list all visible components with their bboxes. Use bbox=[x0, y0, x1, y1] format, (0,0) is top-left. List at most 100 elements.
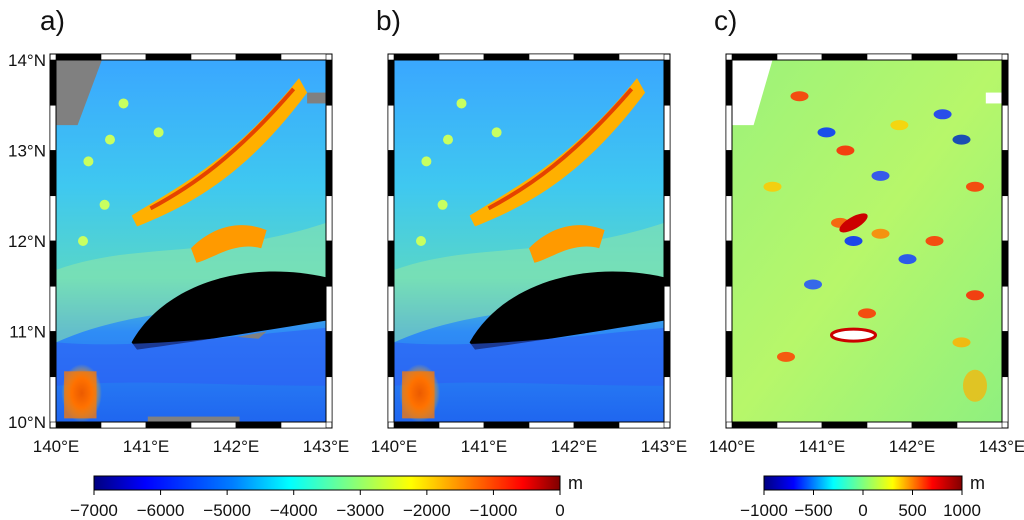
y-tick-label: 13°N bbox=[8, 142, 46, 161]
x-tick-label: 140°E bbox=[33, 437, 80, 456]
colorbar-tick-label: 0 bbox=[555, 501, 564, 520]
anomaly bbox=[871, 228, 890, 239]
anomaly bbox=[830, 327, 877, 343]
seamount bbox=[416, 236, 426, 246]
anomaly bbox=[952, 134, 971, 145]
colorbar-tick-label: −3000 bbox=[336, 501, 384, 520]
colorbar-tick-label: 500 bbox=[898, 501, 926, 520]
anomaly bbox=[817, 127, 836, 138]
anomaly bbox=[933, 109, 952, 120]
anomaly bbox=[858, 308, 876, 319]
panel-label: c) bbox=[714, 5, 737, 36]
colorbar-tick-label: −2000 bbox=[403, 501, 451, 520]
colorbar-depth: m −7000 −6000 −5000 −4000 −3000 −2000 −1000 0 bbox=[70, 473, 583, 520]
anomaly bbox=[952, 337, 971, 348]
map-panel-a: a) 140°E 141°E 142°E 143°E 10°N 11°N 12°N 13°N 14… bbox=[8, 5, 349, 456]
map-frame bbox=[49, 53, 333, 429]
seamount bbox=[456, 98, 467, 109]
anomaly bbox=[925, 236, 944, 246]
seamount bbox=[491, 127, 502, 138]
map-panel-c: c) 140°E 141°E 142°E 143°E bbox=[709, 5, 1024, 456]
seamount-chain bbox=[191, 225, 267, 263]
no-data-patch bbox=[985, 92, 1002, 104]
anomaly bbox=[966, 290, 984, 301]
anomaly bbox=[871, 170, 890, 181]
island-block-core bbox=[402, 371, 435, 419]
southern-basin bbox=[56, 327, 326, 386]
x-tick-label: 141°E bbox=[799, 437, 846, 456]
ridge-crest bbox=[131, 78, 308, 227]
map-field bbox=[732, 60, 1002, 422]
colorbar-tick-label: −500 bbox=[794, 501, 832, 520]
trench bbox=[469, 271, 664, 350]
colorbar-tick-label: 1000 bbox=[943, 501, 981, 520]
y-tick-label: 10°N bbox=[8, 413, 46, 432]
colorbar-unit: m bbox=[970, 473, 985, 493]
map-frame bbox=[725, 53, 1009, 429]
shelf-band bbox=[394, 222, 664, 343]
x-tick-label: 143°E bbox=[641, 437, 688, 456]
difference-background bbox=[732, 60, 1002, 422]
no-data-patch bbox=[56, 60, 102, 126]
ridge-crest bbox=[469, 78, 646, 227]
anomaly bbox=[966, 181, 984, 192]
colorbar-unit: m bbox=[568, 473, 583, 493]
x-tick-label: 142°E bbox=[213, 437, 260, 456]
anomaly bbox=[804, 279, 822, 290]
no-data-patch bbox=[732, 60, 773, 126]
anomaly bbox=[898, 254, 917, 265]
seamount bbox=[437, 199, 448, 210]
y-tick-label: 12°N bbox=[8, 232, 46, 251]
anomaly bbox=[777, 351, 795, 362]
seamount bbox=[78, 236, 88, 246]
y-tick-label: 14°N bbox=[8, 51, 46, 70]
anomaly bbox=[844, 236, 863, 246]
island-block-core bbox=[64, 371, 97, 419]
seamount bbox=[153, 127, 164, 138]
x-tick-label: 142°E bbox=[551, 437, 598, 456]
ridge-axis bbox=[487, 87, 634, 211]
seamount bbox=[105, 134, 115, 145]
x-tick-label: 141°E bbox=[461, 437, 508, 456]
map-field bbox=[394, 60, 664, 422]
seamount bbox=[83, 156, 94, 167]
colorbar-tick-label: −1000 bbox=[470, 501, 518, 520]
seamount bbox=[118, 98, 129, 109]
anomaly bbox=[839, 213, 868, 233]
colorbar-difference: m −1000 −500 0 500 1000 bbox=[740, 473, 985, 520]
x-tick-label: 140°E bbox=[709, 437, 756, 456]
colorbar-tick-label: −5000 bbox=[203, 501, 251, 520]
seamount bbox=[99, 199, 110, 210]
seamount-chain bbox=[529, 225, 605, 263]
southern-basin bbox=[394, 327, 664, 386]
x-tick-label: 141°E bbox=[123, 437, 170, 456]
trench bbox=[131, 271, 326, 350]
anomaly bbox=[790, 91, 809, 102]
anomaly bbox=[963, 369, 987, 402]
seamount bbox=[443, 134, 453, 145]
anomaly bbox=[763, 181, 782, 192]
map-field bbox=[56, 60, 326, 422]
panel-label: a) bbox=[40, 5, 65, 36]
x-tick-label: 143°E bbox=[979, 437, 1024, 456]
no-data-patch bbox=[147, 416, 240, 422]
seamount bbox=[421, 156, 432, 167]
no-data-patch bbox=[236, 331, 267, 339]
shelf-band bbox=[56, 222, 326, 343]
anomaly bbox=[890, 120, 909, 131]
x-tick-label: 142°E bbox=[889, 437, 936, 456]
map-frame bbox=[387, 53, 671, 429]
x-tick-label: 143°E bbox=[303, 437, 350, 456]
ridge-axis bbox=[149, 87, 296, 211]
colorbar-tick-label: −7000 bbox=[70, 501, 118, 520]
map-panel-b: b) 140°E 141°E 142°E 143°E bbox=[371, 5, 688, 456]
colorbar-tick-label: −4000 bbox=[270, 501, 318, 520]
anomaly bbox=[836, 145, 855, 156]
y-tick-label: 11°N bbox=[9, 323, 46, 342]
panel-label: b) bbox=[376, 5, 401, 36]
x-tick-label: 140°E bbox=[371, 437, 418, 456]
no-data-patch bbox=[307, 92, 326, 104]
colorbar-tick-label: 0 bbox=[858, 501, 867, 520]
colorbar-tick-label: −1000 bbox=[740, 501, 788, 520]
